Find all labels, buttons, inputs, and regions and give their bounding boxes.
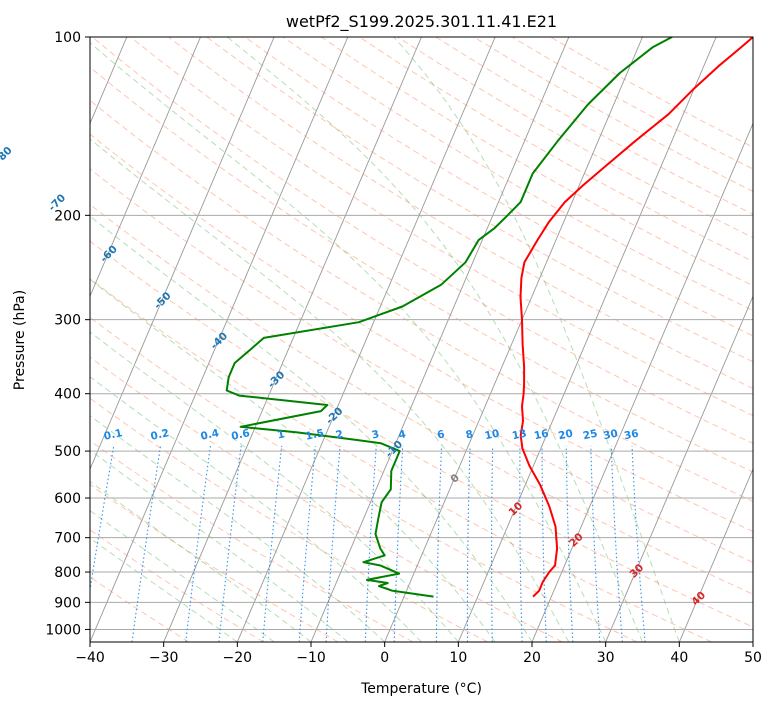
x-tick-label: 50 (744, 650, 762, 666)
y-tick-label: 900 (54, 595, 81, 611)
y-tick-label: 500 (54, 444, 81, 460)
y-tick-label: 100 (54, 30, 81, 46)
y-tick-label: 800 (54, 565, 81, 581)
y-tick-label: 600 (54, 491, 81, 507)
x-tick-label: −10 (296, 650, 326, 666)
y-tick-label: 700 (54, 531, 81, 547)
x-tick-label: −30 (149, 650, 179, 666)
x-tick-label: 20 (523, 650, 541, 666)
x-tick-label: −20 (223, 650, 253, 666)
y-tick-label: 400 (54, 387, 81, 403)
x-tick-label: 0 (380, 650, 389, 666)
x-axis-label: Temperature (°C) (360, 681, 482, 697)
x-tick-label: 40 (670, 650, 688, 666)
x-tick-label: 10 (449, 650, 467, 666)
y-tick-label: 300 (54, 313, 81, 329)
x-tick-label: 30 (597, 650, 615, 666)
chart-title: wetPf2_S199.2025.301.11.41.E21 (286, 12, 557, 32)
isotherm-label: -80 (0, 144, 15, 166)
x-tick-label: −40 (75, 650, 105, 666)
y-axis-label: Pressure (hPa) (12, 290, 28, 390)
isotherm (753, 37, 775, 642)
y-tick-label: 1000 (45, 622, 81, 638)
y-tick-label: 200 (54, 208, 81, 224)
